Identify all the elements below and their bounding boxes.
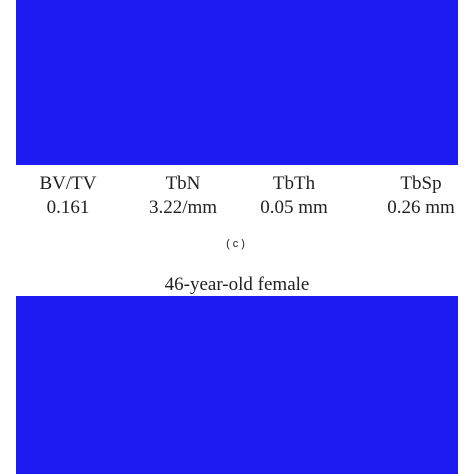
bone-image: [16, 0, 432, 165]
metric-name: TbTh: [273, 173, 316, 194]
metric-value: 0.05 mm: [260, 197, 328, 218]
metric-name: TbSp: [400, 173, 441, 194]
metric-value: 0.26 mm: [387, 197, 455, 218]
metric-name: TbN: [166, 173, 201, 194]
panel-label: (c): [226, 238, 248, 250]
bone-cap: [16, 0, 432, 24]
metric-value: 0.161: [47, 197, 90, 218]
panel-title: 46-year-old female: [165, 274, 310, 295]
metric-value: 3.22/mm: [149, 197, 217, 218]
metric-name: BV/TV: [40, 173, 97, 194]
